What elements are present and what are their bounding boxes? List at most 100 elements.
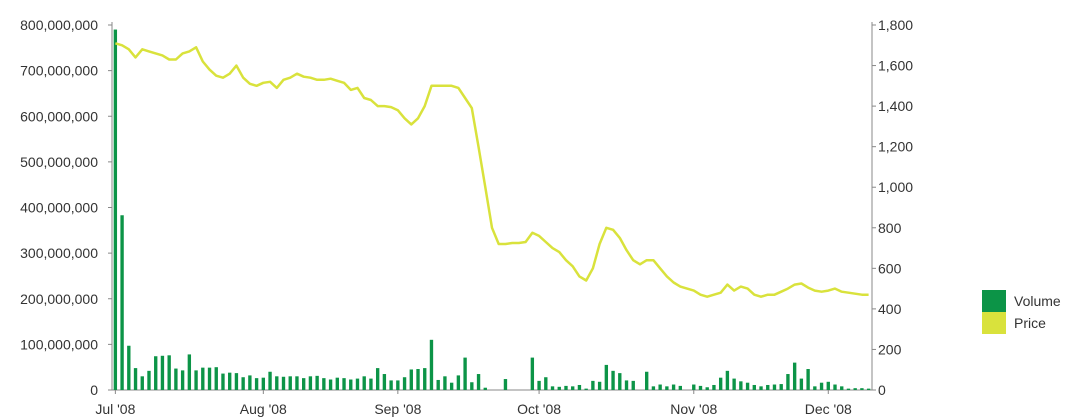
price-line <box>115 42 869 298</box>
legend-item-volume: Volume <box>982 290 1061 312</box>
volume-bar <box>154 356 158 390</box>
x-tick-label: Nov '08 <box>670 401 717 417</box>
volume-bar <box>705 387 709 390</box>
volume-bar <box>745 382 750 390</box>
volume-bar <box>456 375 461 390</box>
volume-bar <box>591 380 595 390</box>
volume-bar <box>725 370 730 390</box>
volume-bar <box>389 380 393 390</box>
volume-bar <box>180 370 185 390</box>
volume-bar <box>732 378 736 390</box>
volume-bar <box>470 382 474 390</box>
legend-swatch-price <box>982 312 1006 334</box>
volume-bar <box>288 376 292 390</box>
volume-bar <box>160 355 165 390</box>
volume-bar <box>120 215 124 390</box>
volume-bar <box>530 357 535 390</box>
volume-bar <box>241 377 245 390</box>
volume-bar <box>201 367 205 390</box>
axis-ticks: 0 100,000,000 200,000,000 300,000,000 400,00… <box>20 17 913 417</box>
volume-bar <box>113 29 118 390</box>
y-right-tick-label: 600 <box>878 260 902 276</box>
volume-bar <box>853 388 857 390</box>
volume-bar <box>174 368 178 390</box>
volume-bar <box>786 374 790 390</box>
volume-bar <box>564 385 568 390</box>
volume-bar <box>665 386 669 390</box>
y-left-tick-label: 400,000,000 <box>20 200 98 216</box>
volume-bar <box>772 384 777 390</box>
volume-bar <box>779 384 783 390</box>
y-right-tick-label: 1,600 <box>878 58 913 74</box>
volume-bar <box>335 377 339 390</box>
volume-bar <box>429 339 434 390</box>
volume-bar <box>261 377 266 390</box>
volume-bar <box>826 381 830 390</box>
volume-bars <box>113 29 871 390</box>
y-right-tick-label: 400 <box>878 301 902 317</box>
volume-bar <box>846 388 851 390</box>
volume-bar <box>483 387 487 390</box>
volume-bar <box>355 378 360 390</box>
volume-bar <box>792 362 797 390</box>
volume-bar <box>611 370 615 390</box>
volume-bar <box>860 388 864 390</box>
x-tick-label: Oct '08 <box>517 401 561 417</box>
volume-bar <box>544 377 548 390</box>
volume-bar <box>671 384 676 390</box>
legend-item-price: Price <box>982 312 1061 334</box>
volume-bar <box>342 378 346 390</box>
volume-bar <box>739 381 743 390</box>
volume-bar <box>140 376 144 390</box>
volume-bar <box>759 386 763 390</box>
volume-bar <box>315 375 319 390</box>
volume-bar <box>375 368 380 390</box>
volume-bar <box>651 386 656 390</box>
volume-bar <box>631 380 635 390</box>
y-left-tick-label: 600,000,000 <box>20 108 98 124</box>
volume-bar <box>658 384 662 390</box>
volume-bar <box>618 373 622 390</box>
volume-bar <box>833 384 837 390</box>
volume-bar <box>194 370 198 390</box>
volume-bar <box>577 384 582 390</box>
volume-bar <box>409 369 413 390</box>
volume-bar <box>308 376 313 390</box>
volume-bar <box>692 384 696 390</box>
y-left-tick-label: 100,000,000 <box>20 336 98 352</box>
y-right-tick-label: 800 <box>878 220 902 236</box>
volume-bar <box>402 377 407 390</box>
volume-bar <box>463 357 467 390</box>
y-left-tick-label: 200,000,000 <box>20 291 98 307</box>
volume-bar <box>752 384 756 390</box>
volume-bar <box>302 378 306 390</box>
volume-bar <box>597 381 602 390</box>
volume-bar <box>187 354 192 390</box>
y-right-tick-label: 1,200 <box>878 139 913 155</box>
volume-bar <box>349 379 353 390</box>
volume-bar <box>678 385 682 390</box>
y-right-tick-label: 1,000 <box>878 179 913 195</box>
chart-legend: Volume Price <box>982 290 1061 334</box>
legend-label-price: Price <box>1014 315 1046 331</box>
legend-swatch-volume <box>982 290 1006 312</box>
volume-bar <box>443 376 447 390</box>
volume-bar <box>624 380 629 390</box>
volume-bar <box>167 355 171 390</box>
volume-bar <box>254 378 259 390</box>
volume-bar <box>698 385 703 390</box>
volume-bar <box>712 384 716 390</box>
volume-bar <box>449 382 454 390</box>
volume-bar <box>228 372 232 390</box>
y-right-tick-label: 200 <box>878 341 902 357</box>
volume-bar <box>537 380 541 390</box>
volume-bar <box>799 378 804 390</box>
volume-bar <box>557 386 561 390</box>
volume-bar <box>221 373 225 390</box>
volume-bar <box>813 386 817 390</box>
volume-bar <box>322 378 326 390</box>
volume-bar <box>806 369 810 390</box>
volume-bar <box>416 369 420 390</box>
legend-label-volume: Volume <box>1014 293 1061 309</box>
x-tick-label: Dec '08 <box>805 401 852 417</box>
